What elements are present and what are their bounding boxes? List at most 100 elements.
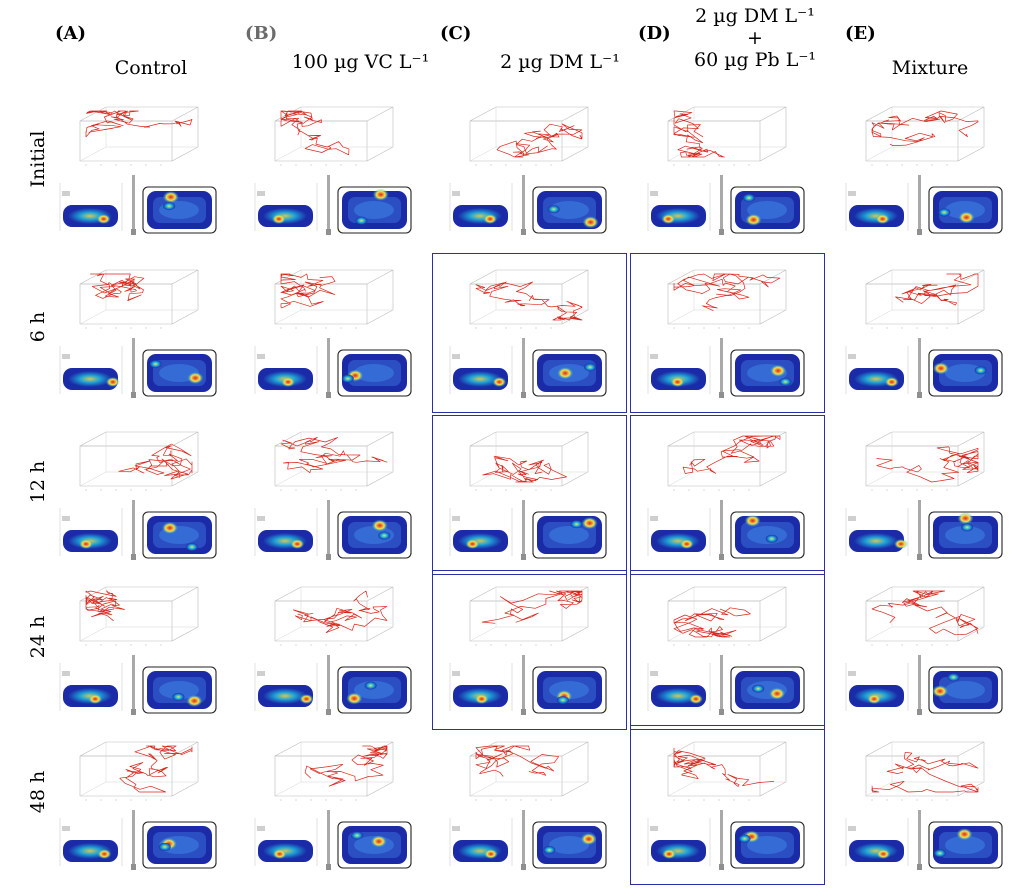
tracking-panel (838, 420, 1013, 570)
panel-graphic (845, 741, 1003, 870)
panel-graphic (647, 741, 805, 870)
trajectory-3d-plot (865, 269, 985, 329)
heatmap-views (254, 810, 412, 870)
tracking-panel (247, 420, 422, 570)
heatmap-views (449, 810, 607, 870)
column-title-mixture: Mixture (880, 57, 980, 79)
heatmap-views (845, 500, 1003, 560)
panel-graphic (647, 106, 805, 235)
trajectory-3d-plot (274, 431, 394, 491)
column-title-vc: 100 µg VC L⁻¹ (283, 51, 438, 73)
heatmap-views (449, 655, 607, 715)
tracking-panel (838, 730, 1013, 880)
heatmap-views (845, 655, 1003, 715)
trajectory-3d-plot (667, 586, 787, 646)
panel-graphic (449, 741, 607, 870)
heatmap-views (647, 500, 805, 560)
tracking-panel (442, 258, 617, 408)
panel-graphic (647, 431, 805, 560)
panel-graphic (647, 586, 805, 715)
panel-graphic (254, 269, 412, 398)
tracking-panel (640, 575, 815, 725)
tracking-panel (442, 575, 617, 725)
trajectory-3d-plot (469, 741, 589, 801)
trajectory-3d-plot (667, 106, 787, 166)
tracking-panel (52, 420, 227, 570)
heatmap-views (647, 338, 805, 398)
heatmap-views (845, 338, 1003, 398)
column-title-line: 2 µg DM L⁻¹ (695, 5, 815, 27)
heatmap-views (845, 810, 1003, 870)
row-label-12h: 12 h (27, 460, 49, 504)
heatmap-views (449, 500, 607, 560)
trajectory-3d-plot (865, 431, 985, 491)
panel-graphic (449, 586, 607, 715)
panel-graphic (845, 106, 1003, 235)
tracking-panel (52, 95, 227, 245)
column-letter-d: (D) (638, 23, 671, 44)
column-letter-e: (E) (845, 23, 876, 44)
column-title-line: 100 µg VC L⁻¹ (291, 51, 430, 73)
trajectory-3d-plot (469, 269, 589, 329)
column-title-dm: 2 µg DM L⁻¹ (490, 51, 630, 73)
panel-graphic (449, 106, 607, 235)
row-label-initial: Initial (27, 130, 49, 188)
trajectory-3d-plot (274, 741, 394, 801)
row-label-6h: 6 h (27, 311, 49, 343)
heatmap-views (254, 175, 412, 235)
panel-graphic (254, 741, 412, 870)
trajectory-3d-plot (79, 741, 199, 801)
column-title-line: Mixture (891, 57, 969, 79)
trajectory-3d-plot (274, 586, 394, 646)
panel-graphic (59, 741, 217, 870)
trajectory-3d-plot (667, 741, 787, 801)
column-letter-b: (B) (245, 23, 278, 44)
row-label-24h: 24 h (27, 615, 49, 659)
column-title-control: Control (105, 57, 197, 79)
tracking-panel (442, 730, 617, 880)
trajectory-3d-plot (469, 586, 589, 646)
column-letter-a: (A) (55, 23, 86, 44)
heatmap-views (59, 338, 217, 398)
panel-graphic (59, 431, 217, 560)
trajectory-3d-plot (79, 586, 199, 646)
panel-graphic (449, 431, 607, 560)
tracking-panel (838, 95, 1013, 245)
panel-graphic (254, 106, 412, 235)
tracking-panel (247, 95, 422, 245)
column-title-dm-pb: 2 µg DM L⁻¹ + 60 µg Pb L⁻¹ (684, 5, 826, 71)
heatmap-views (59, 655, 217, 715)
trajectory-3d-plot (865, 586, 985, 646)
heatmap-views (254, 500, 412, 560)
tracking-panel (52, 258, 227, 408)
trajectory-3d-plot (469, 431, 589, 491)
heatmap-views (845, 175, 1003, 235)
panel-graphic (845, 269, 1003, 398)
heatmap-views (59, 500, 217, 560)
trajectory-3d-plot (274, 269, 394, 329)
heatmap-views (254, 338, 412, 398)
panel-graphic (59, 106, 217, 235)
tracking-panel (52, 575, 227, 725)
trajectory-3d-plot (469, 106, 589, 166)
panel-graphic (647, 269, 805, 398)
trajectory-3d-plot (274, 106, 394, 166)
panel-graphic (59, 269, 217, 398)
trajectory-3d-plot (79, 106, 199, 166)
trajectory-3d-plot (865, 741, 985, 801)
tracking-panel (838, 575, 1013, 725)
tracking-panel (52, 730, 227, 880)
heatmap-views (647, 175, 805, 235)
trajectory-3d-plot (865, 106, 985, 166)
panel-graphic (254, 586, 412, 715)
tracking-panel (247, 730, 422, 880)
heatmap-views (647, 810, 805, 870)
column-title-line: + (747, 27, 763, 49)
heatmap-views (254, 655, 412, 715)
tracking-panel (640, 95, 815, 245)
trajectory-3d-plot (79, 269, 199, 329)
tracking-panel (442, 420, 617, 570)
panel-graphic (254, 431, 412, 560)
row-label-48h: 48 h (27, 770, 49, 814)
